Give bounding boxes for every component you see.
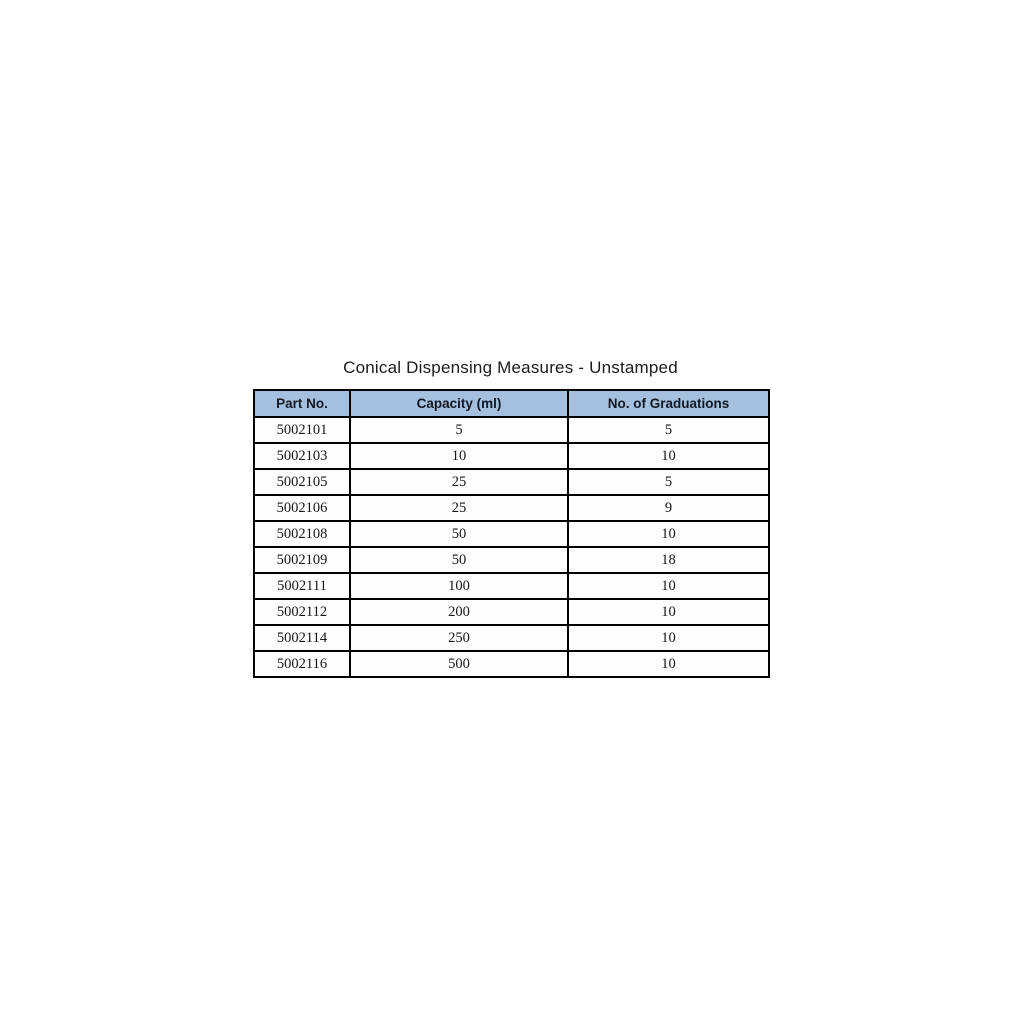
table-row: 5002111 100 10 — [253, 572, 770, 600]
table-cell: 18 — [567, 546, 770, 574]
table-body: 5002101 5 5 5002103 10 10 5002105 25 5 5002106 25 9… — [253, 416, 770, 678]
table-cell: 5002114 — [253, 624, 351, 652]
table-row: 5002112 200 10 — [253, 598, 770, 626]
table-cell: 5002103 — [253, 442, 351, 470]
table-cell: 5002111 — [253, 572, 351, 600]
table-cell: 5 — [567, 468, 770, 496]
table-row: 5002105 25 5 — [253, 468, 770, 496]
table-row: 5002106 25 9 — [253, 494, 770, 522]
table-row: 5002108 50 10 — [253, 520, 770, 548]
table-title: Conical Dispensing Measures - Unstamped — [343, 358, 678, 377]
table-cell: 10 — [349, 442, 569, 470]
spec-table: Part No. Capacity (ml) No. of Graduations … — [253, 389, 770, 678]
table-row: 5002116 500 10 — [253, 650, 770, 678]
table-cell: 5002108 — [253, 520, 351, 548]
table-cell: 10 — [567, 520, 770, 548]
table-header: Part No. Capacity (ml) No. of Graduations — [253, 389, 770, 418]
table-cell: 10 — [567, 598, 770, 626]
header-row: Part No. Capacity (ml) No. of Graduations — [253, 389, 770, 418]
table-cell: 5002105 — [253, 468, 351, 496]
table-cell: 9 — [567, 494, 770, 522]
table-cell: 5002109 — [253, 546, 351, 574]
table-cell: 500 — [349, 650, 569, 678]
table-cell: 50 — [349, 546, 569, 574]
table-cell: 5 — [567, 416, 770, 444]
table-cell: 5002106 — [253, 494, 351, 522]
table-row: 5002101 5 5 — [253, 416, 770, 444]
table-cell: 10 — [567, 572, 770, 600]
table-cell: 250 — [349, 624, 569, 652]
table-cell: 10 — [567, 624, 770, 652]
table-cell: 5002112 — [253, 598, 351, 626]
table-cell: 5002116 — [253, 650, 351, 678]
table-cell: 10 — [567, 650, 770, 678]
table-cell: 100 — [349, 572, 569, 600]
table-cell: 5 — [349, 416, 569, 444]
table-cell: 200 — [349, 598, 569, 626]
table-row: 5002103 10 10 — [253, 442, 770, 470]
column-header: Part No. — [253, 389, 351, 418]
table-row: 5002114 250 10 — [253, 624, 770, 652]
table-cell: 10 — [567, 442, 770, 470]
table-row: 5002109 50 18 — [253, 546, 770, 574]
column-header: No. of Graduations — [567, 389, 770, 418]
table-cell: 25 — [349, 468, 569, 496]
column-header: Capacity (ml) — [349, 389, 569, 418]
table-cell: 50 — [349, 520, 569, 548]
table-cell: 5002101 — [253, 416, 351, 444]
table-cell: 25 — [349, 494, 569, 522]
